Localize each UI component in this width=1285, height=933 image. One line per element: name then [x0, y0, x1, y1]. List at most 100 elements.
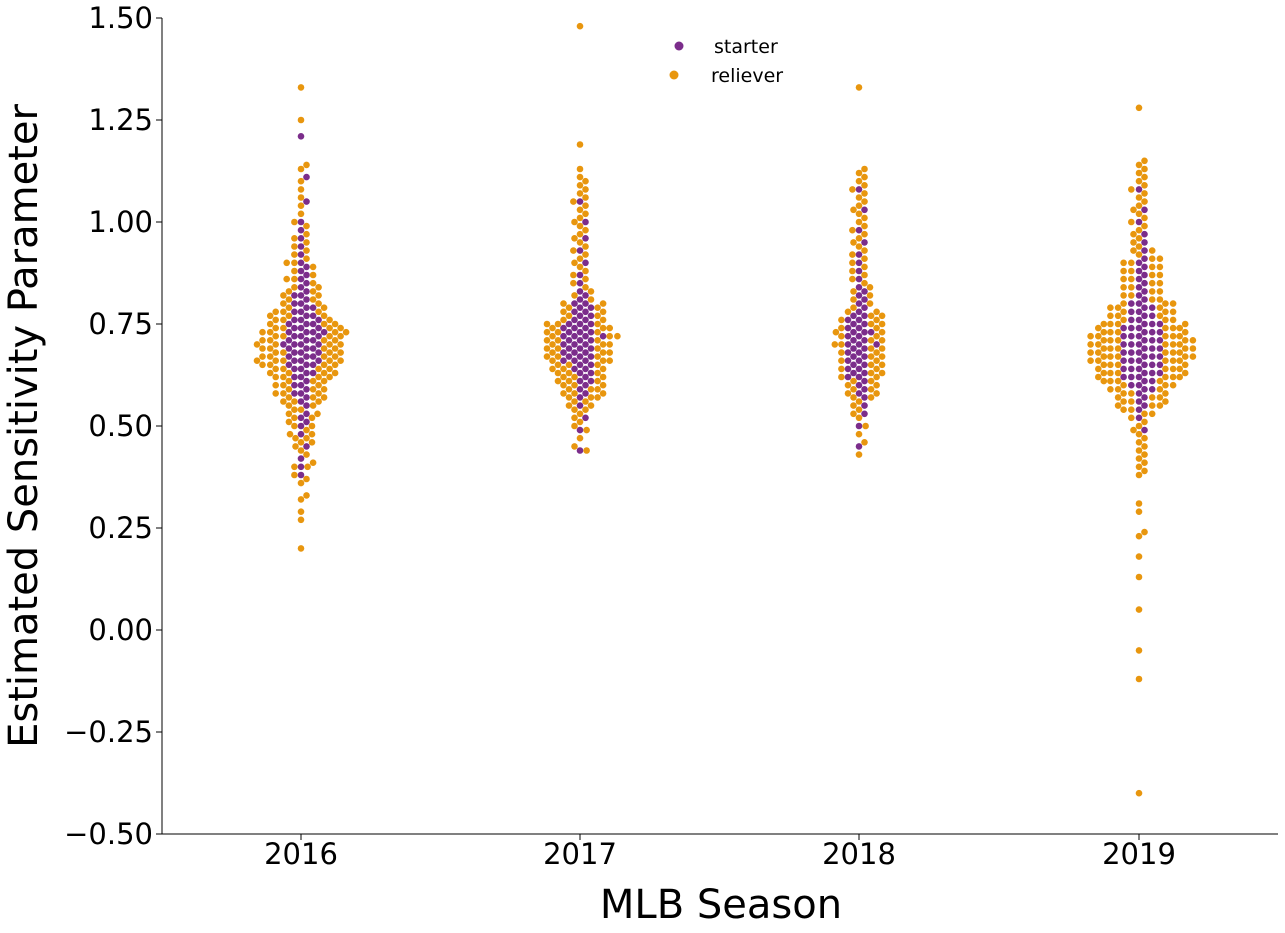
reliever-point [291, 235, 298, 242]
reliever-point [582, 210, 589, 218]
reliever-point [331, 337, 339, 344]
reliever-point [554, 369, 562, 377]
starter-point [582, 332, 589, 340]
reliever-point [850, 296, 857, 303]
reliever-point [266, 353, 274, 360]
starter-point [1135, 275, 1143, 283]
starter-point [309, 328, 317, 336]
starter-point [587, 320, 595, 328]
reliever-point [314, 410, 321, 418]
starter-point [587, 312, 595, 320]
starter-point [1141, 263, 1148, 271]
reliever-point [326, 332, 333, 340]
reliever-point [594, 337, 601, 344]
starter-point [297, 316, 305, 324]
starter-point [303, 369, 310, 377]
reliever-point [285, 304, 293, 312]
reliever-point [331, 353, 339, 360]
reliever-point [1169, 308, 1177, 316]
reliever-point [303, 247, 310, 254]
starter-point [565, 345, 573, 352]
starter-point [1141, 361, 1148, 369]
reliever-point [850, 410, 857, 418]
starter-point [571, 357, 578, 365]
reliever-point [1162, 373, 1169, 381]
reliever-point [1114, 377, 1122, 385]
starter-point [587, 353, 595, 360]
reliever-point [571, 443, 578, 450]
reliever-point [576, 255, 584, 262]
reliever-point [832, 328, 840, 336]
reliever-point [878, 369, 886, 377]
reliever-point [582, 243, 589, 250]
starter-point [1141, 353, 1148, 360]
reliever-point [1114, 312, 1122, 320]
reliever-point [303, 492, 310, 499]
reliever-point [1114, 402, 1122, 409]
reliever-point [1120, 284, 1127, 291]
starter-point [320, 328, 328, 336]
starter-point [861, 402, 868, 409]
reliever-point [304, 463, 311, 471]
reliever-point [337, 341, 344, 348]
starter-point [861, 320, 868, 328]
reliever-point [1135, 422, 1143, 430]
starter-point [1128, 308, 1135, 316]
reliever-point [1162, 308, 1169, 316]
reliever-point [1135, 471, 1143, 479]
reliever-point [259, 328, 266, 336]
starter-point [297, 381, 305, 389]
reliever-point [594, 320, 601, 328]
reliever-point [571, 381, 578, 389]
starter-point [850, 337, 857, 344]
reliever-point [1087, 332, 1094, 340]
reliever-point [285, 296, 293, 303]
starter-point [1135, 324, 1143, 332]
reliever-point [259, 353, 266, 360]
starter-legend-label: starter [714, 36, 778, 58]
reliever-point [259, 337, 266, 344]
reliever-point [599, 300, 607, 307]
starter-point [303, 312, 310, 320]
reliever-point [543, 337, 551, 344]
reliever-point [266, 361, 274, 369]
reliever-point [1181, 369, 1189, 377]
reliever-point [1120, 381, 1127, 389]
reliever-point [315, 390, 322, 397]
reliever-point [855, 406, 863, 414]
reliever-point [309, 394, 317, 401]
starter-point [297, 133, 305, 140]
reliever-point [1135, 169, 1143, 177]
reliever-point [1162, 316, 1169, 324]
reliever-point [1181, 328, 1189, 336]
starter-point [291, 349, 298, 356]
starter-point [309, 361, 317, 369]
reliever-point [838, 373, 845, 381]
reliever-point [1169, 324, 1177, 332]
starter-point [587, 328, 595, 336]
starter-point [576, 353, 584, 360]
starter-point [1141, 369, 1148, 377]
reliever-point [1120, 267, 1127, 275]
starter-point [861, 361, 868, 369]
reliever-point [554, 328, 562, 336]
reliever-point [1087, 341, 1094, 348]
reliever-point [543, 345, 551, 352]
reliever-point [576, 182, 584, 189]
reliever-point [878, 361, 886, 369]
starter-point [576, 271, 584, 279]
starter-point [850, 320, 857, 328]
reliever-point [565, 386, 573, 393]
starter-point [291, 365, 298, 373]
starter-point [297, 471, 305, 479]
starter-point [309, 369, 317, 377]
reliever-point [565, 377, 573, 385]
reliever-point [280, 373, 287, 381]
reliever-point [1095, 341, 1102, 348]
starter-point [1141, 288, 1148, 295]
starter-legend-marker [674, 41, 684, 51]
reliever-point [873, 373, 880, 381]
reliever-point [309, 386, 317, 393]
starter-point [576, 296, 584, 303]
starter-point [1120, 349, 1127, 356]
